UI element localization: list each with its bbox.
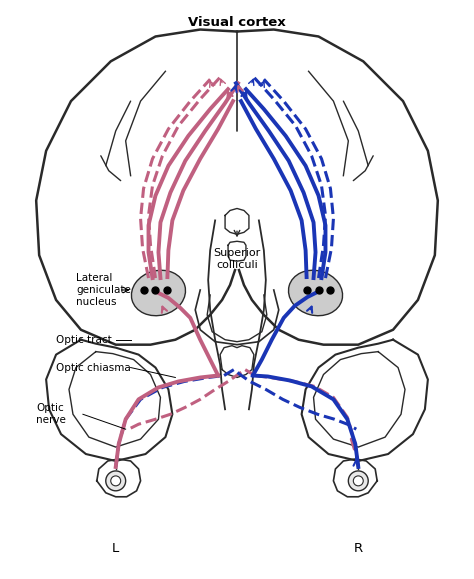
- Ellipse shape: [289, 270, 343, 316]
- Text: Optic tract: Optic tract: [56, 335, 112, 345]
- Ellipse shape: [131, 270, 185, 316]
- Text: Lateral
geniculate
nucleus: Lateral geniculate nucleus: [76, 273, 131, 307]
- Text: R: R: [354, 542, 363, 555]
- Circle shape: [348, 471, 368, 491]
- Circle shape: [111, 476, 121, 486]
- Text: Visual cortex: Visual cortex: [188, 16, 286, 28]
- Text: Optic
nerve: Optic nerve: [36, 404, 66, 425]
- Text: Superior
colliculi: Superior colliculi: [213, 248, 261, 270]
- Text: L: L: [112, 542, 119, 555]
- Circle shape: [353, 476, 363, 486]
- Text: Optic chiasma: Optic chiasma: [56, 362, 131, 372]
- Circle shape: [106, 471, 126, 491]
